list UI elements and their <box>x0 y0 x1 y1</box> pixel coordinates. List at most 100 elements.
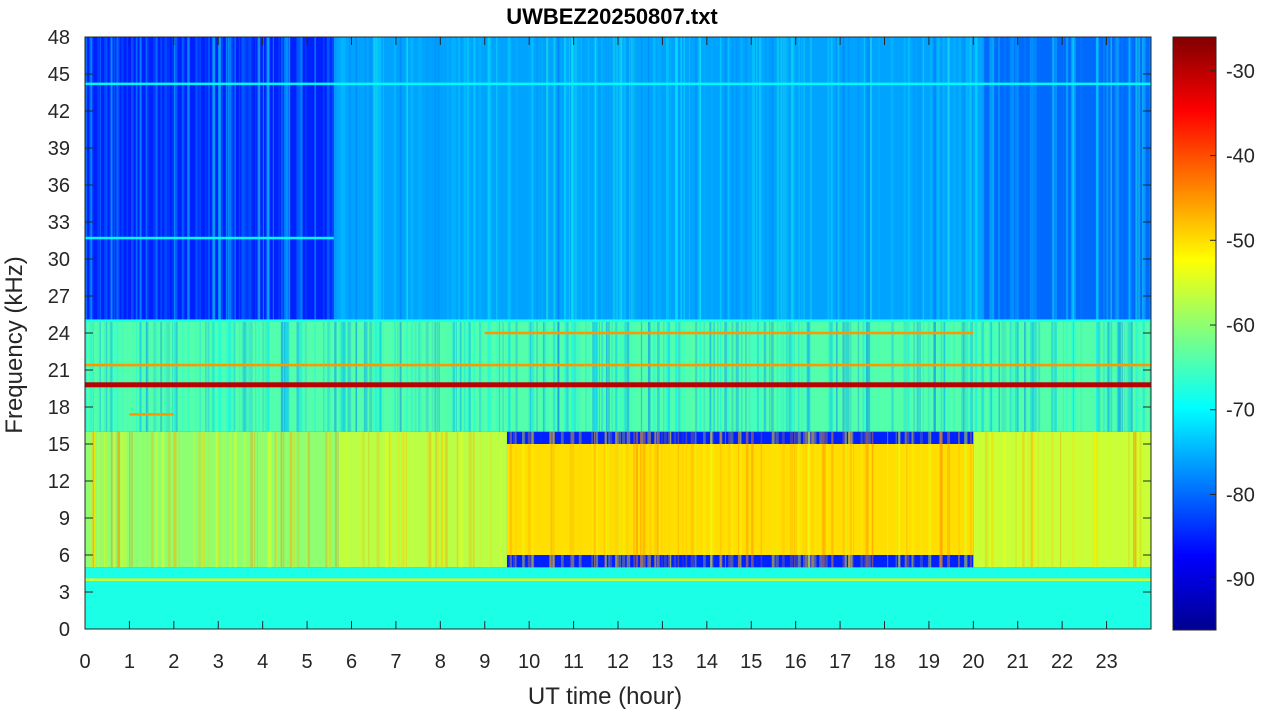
spectrogram-striation <box>736 37 740 432</box>
spectrogram-striation <box>798 37 800 432</box>
spectrogram-striation <box>964 431 968 568</box>
spectrogram-striation <box>789 431 794 568</box>
spectrogram-striation <box>677 431 680 568</box>
spectrogram-striation <box>848 431 851 568</box>
spectrogram-striation <box>578 37 580 432</box>
spectrogram-striation <box>657 37 659 432</box>
spectrogram-striation <box>546 37 549 432</box>
spectrogram-striation <box>642 431 646 568</box>
colorbar-ticks: -30 -40 -50 -60 -70 -80 -90 <box>1210 61 1255 591</box>
spectrogram-striation <box>296 37 299 432</box>
x-axis-label: UT time (hour) <box>528 683 682 710</box>
spectrogram-striation <box>1054 37 1057 432</box>
spectrogram-striation <box>369 37 373 432</box>
y-tick-label: 33 <box>48 212 70 234</box>
spectrogram-striation <box>748 37 750 432</box>
spectrogram-striation <box>261 431 263 568</box>
spectrogram-striation <box>911 431 913 568</box>
spectrogram-striation <box>933 37 936 432</box>
spectrogram-striation <box>298 37 301 432</box>
spectrogram-striation <box>849 431 853 568</box>
spectrogram-striation <box>673 431 677 568</box>
spectrogram-striation <box>1106 37 1110 432</box>
spectrogram-striation <box>606 37 608 432</box>
spectrogram-striation <box>140 37 142 432</box>
spectrogram-striation <box>289 431 292 568</box>
spectrogram-striation <box>668 431 672 568</box>
spectrogram-striation <box>609 431 613 568</box>
spectrogram-striation <box>703 37 705 432</box>
spectrogram-striation <box>1001 37 1005 432</box>
spectrogram-striation <box>947 37 950 432</box>
spectrogram-striation <box>564 37 568 432</box>
spectrogram-striation <box>632 37 636 432</box>
spectrogram-striation <box>927 37 929 432</box>
spectrogram-striation <box>1137 37 1141 432</box>
spectrogram-striation <box>635 431 638 568</box>
x-tick-label: 10 <box>518 651 540 673</box>
spectrogram-striation <box>962 37 966 432</box>
spectrogram-striation <box>569 431 572 568</box>
spectrogram-striation <box>522 431 524 568</box>
spectrogram-striation <box>943 37 945 432</box>
spectrogram-striation <box>616 431 619 568</box>
spectrogram-striation <box>801 37 803 432</box>
y-tick-label: 21 <box>48 360 70 382</box>
spectrogram-striation <box>845 37 847 432</box>
spectrogram-striation <box>147 431 149 568</box>
spectrogram-striation <box>836 37 840 432</box>
spectrogram-striation <box>620 37 623 432</box>
spectrogram-striation <box>280 37 284 432</box>
spectrogram-striation <box>379 37 382 432</box>
spectrogram-striation <box>958 431 960 568</box>
spectrogram-striation <box>728 431 731 568</box>
spectrogram-striation <box>595 431 599 568</box>
spectrogram-striation <box>188 37 190 432</box>
spectrogram-striation <box>406 37 409 432</box>
spectrogram-striation <box>1029 37 1031 432</box>
x-tick-label: 16 <box>785 651 807 673</box>
spectrogram-striation <box>871 431 874 568</box>
spectrogram-striation <box>196 37 199 432</box>
spectrogram-striation <box>782 431 785 568</box>
spectrogram-striation <box>531 37 533 432</box>
spectrogram-striation <box>288 37 291 432</box>
spectrogram-striation <box>601 37 603 432</box>
spectrogram-striation <box>117 431 121 568</box>
spectrogram-striation <box>213 37 216 432</box>
spectrogram-striation <box>124 431 128 568</box>
spectrogram-striation <box>420 37 422 432</box>
spectrogram-striation <box>661 431 663 568</box>
spectrogram-striation <box>929 431 932 568</box>
spectrogram-striation <box>304 37 308 432</box>
spectrogram-striation <box>939 431 943 568</box>
spectrogram-striation <box>830 37 833 432</box>
spectrogram-striation <box>1149 37 1151 432</box>
spectrogram-striation <box>1118 37 1122 432</box>
spectrogram-striation <box>1132 431 1137 568</box>
spectrogram-striation <box>451 37 453 432</box>
spectrogram-striation <box>374 37 378 432</box>
spectrogram-striation <box>980 37 984 432</box>
spectrogram-striation <box>389 431 392 568</box>
spectrogram-striation <box>478 37 482 432</box>
spectrogram-striation <box>826 431 828 568</box>
spectrogram-striation <box>890 37 893 432</box>
spectrogram-striation <box>383 37 384 432</box>
spectrogram-striation <box>919 431 923 568</box>
spectrogram-striation <box>1103 37 1105 432</box>
spectrogram-striation <box>595 37 596 432</box>
y-tick-label: 9 <box>59 508 70 530</box>
spectrogram-striation <box>1054 37 1058 432</box>
spectrogram-striation <box>267 37 270 432</box>
spectrogram-striation <box>207 37 209 432</box>
spectrogram-striation <box>626 431 629 568</box>
spectrogram-striation <box>1037 431 1040 568</box>
spectrogram-striation <box>231 37 233 432</box>
y-tick-label: 45 <box>48 64 70 86</box>
spectrogram-striation <box>515 431 517 568</box>
spectrogram-striation <box>85 37 88 432</box>
spectrogram-striation <box>1033 37 1035 432</box>
spectrogram-striation <box>146 37 148 432</box>
spectrogram-striation <box>922 37 925 432</box>
